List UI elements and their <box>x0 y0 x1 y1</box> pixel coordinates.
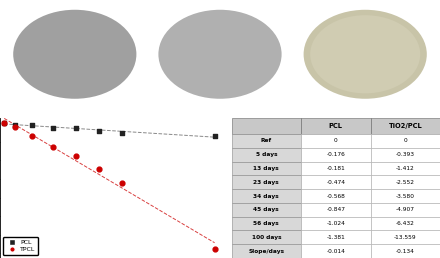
Point <box>11 125 18 129</box>
Ellipse shape <box>158 10 282 99</box>
Point <box>49 145 56 149</box>
Ellipse shape <box>310 15 420 93</box>
Point <box>28 123 35 127</box>
Point <box>118 131 125 135</box>
Point <box>211 247 218 251</box>
Point <box>118 181 125 185</box>
Point <box>72 126 79 131</box>
Point <box>72 154 79 158</box>
Legend: PCL, TPCL: PCL, TPCL <box>3 237 38 255</box>
Point <box>49 125 56 130</box>
Point <box>1 121 8 125</box>
Point <box>95 129 103 133</box>
Point <box>28 134 35 138</box>
Point <box>211 134 218 138</box>
Ellipse shape <box>304 10 427 99</box>
Point <box>11 123 18 127</box>
Ellipse shape <box>13 10 136 99</box>
Point <box>1 121 8 125</box>
Point <box>95 167 103 171</box>
